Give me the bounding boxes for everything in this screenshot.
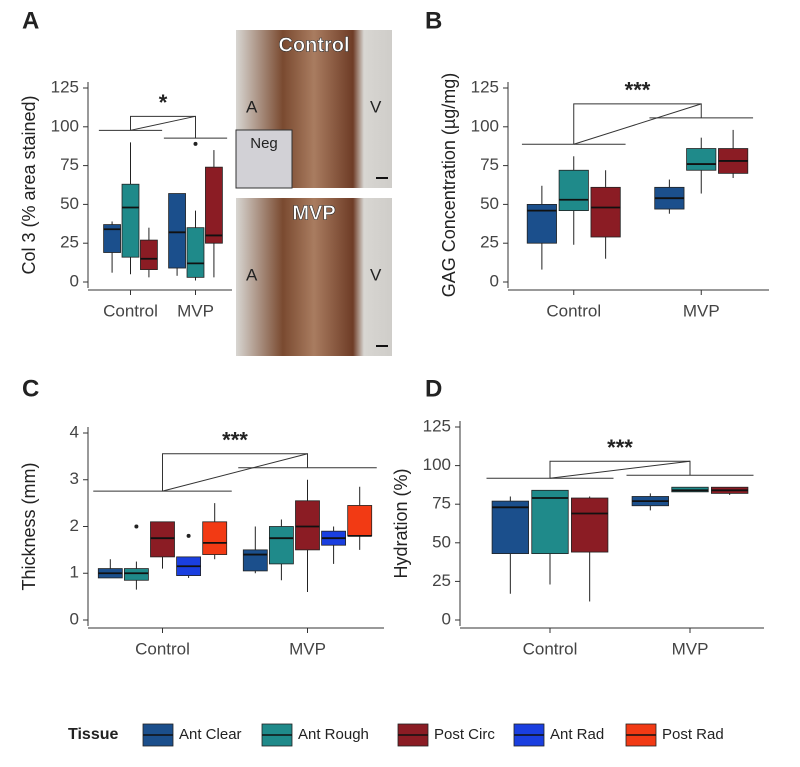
significance-bracket <box>549 460 691 479</box>
x-tick-label: MVP <box>289 639 326 658</box>
y-tick-label: 50 <box>480 194 499 213</box>
significance-bracket <box>130 115 196 131</box>
y-tick-label: 100 <box>51 116 79 135</box>
box <box>150 521 175 558</box>
box <box>121 183 140 258</box>
y-tick-label: 100 <box>423 455 451 474</box>
inset-label: A <box>246 265 258 284</box>
significance-bracket <box>549 460 691 479</box>
box <box>295 500 320 551</box>
box <box>140 239 158 270</box>
x-tick-label: Control <box>523 639 578 658</box>
inset-label: A <box>246 97 258 116</box>
x-tick-label: Control <box>135 639 190 658</box>
x-tick-label: Control <box>103 301 158 320</box>
significance-bracket <box>573 103 702 145</box>
box <box>558 169 589 212</box>
y-tick-label: 4 <box>70 422 79 441</box>
inset-label: V <box>370 97 382 116</box>
legend-label: Post Circ <box>434 726 495 743</box>
y-tick-label: 125 <box>51 77 79 96</box>
y-tick-label: 75 <box>432 494 451 513</box>
box <box>242 549 268 572</box>
negative-control <box>235 129 293 189</box>
box <box>686 148 717 171</box>
box <box>168 193 186 269</box>
box <box>202 521 228 555</box>
box <box>103 224 121 253</box>
outlier <box>186 533 191 538</box>
x-tick-label: MVP <box>672 639 709 658</box>
y-tick-label: 0 <box>442 609 451 628</box>
box <box>186 227 205 278</box>
outlier <box>193 141 198 146</box>
y-axis-label: Hydration (%) <box>391 468 411 578</box>
y-tick-label: 50 <box>60 194 79 213</box>
y-tick-label: 0 <box>490 271 499 290</box>
y-tick-label: 75 <box>60 155 79 174</box>
y-axis-label: Col 3 (% area stained) <box>19 95 39 274</box>
box <box>590 186 621 238</box>
inset-label: Neg <box>250 135 278 152</box>
panel-label: A <box>22 7 39 34</box>
y-tick-label: 3 <box>70 469 79 488</box>
x-tick-label: Control <box>546 301 601 320</box>
significance-label: *** <box>607 435 633 460</box>
y-tick-label: 1 <box>70 563 79 582</box>
inset-title: MVP <box>292 202 335 224</box>
y-tick-label: 2 <box>70 516 79 535</box>
legend-label: Ant Rad <box>550 726 604 743</box>
panel-label: D <box>425 375 442 402</box>
box <box>347 505 373 537</box>
y-tick-label: 0 <box>70 271 79 290</box>
micrograph <box>236 198 392 356</box>
y-tick-label: 50 <box>432 532 451 551</box>
x-tick-label: MVP <box>683 301 720 320</box>
outlier <box>134 524 139 529</box>
significance-bracket <box>130 115 196 139</box>
significance-label: *** <box>222 428 248 453</box>
box <box>531 489 569 555</box>
significance-bracket <box>162 453 308 492</box>
box <box>205 166 223 244</box>
y-tick-label: 25 <box>480 233 499 252</box>
significance-label: *** <box>625 78 651 103</box>
legend-title: Tissue <box>68 726 119 743</box>
y-tick-label: 0 <box>70 609 79 628</box>
y-axis-label: Thickness (mm) <box>19 462 39 590</box>
inset-label: V <box>370 265 382 284</box>
y-tick-label: 75 <box>480 155 499 174</box>
y-axis-label: GAG Concentration (µg/mg) <box>439 73 459 297</box>
significance-bracket <box>573 103 702 145</box>
legend-label: Ant Clear <box>179 726 242 743</box>
panel-label: B <box>425 7 442 34</box>
box <box>123 568 149 581</box>
y-tick-label: 25 <box>60 233 79 252</box>
y-tick-label: 125 <box>471 77 499 96</box>
legend-label: Post Rad <box>662 726 724 743</box>
inset-title: Control <box>278 34 349 56</box>
panel-label: C <box>22 375 39 402</box>
significance-label: * <box>159 90 168 115</box>
y-tick-label: 125 <box>423 416 451 435</box>
x-tick-label: MVP <box>177 301 214 320</box>
box <box>268 526 294 565</box>
box <box>491 500 529 555</box>
legend-label: Ant Rough <box>298 726 369 743</box>
significance-bracket <box>162 453 308 492</box>
y-tick-label: 100 <box>471 116 499 135</box>
box <box>571 497 609 553</box>
y-tick-label: 25 <box>432 571 451 590</box>
